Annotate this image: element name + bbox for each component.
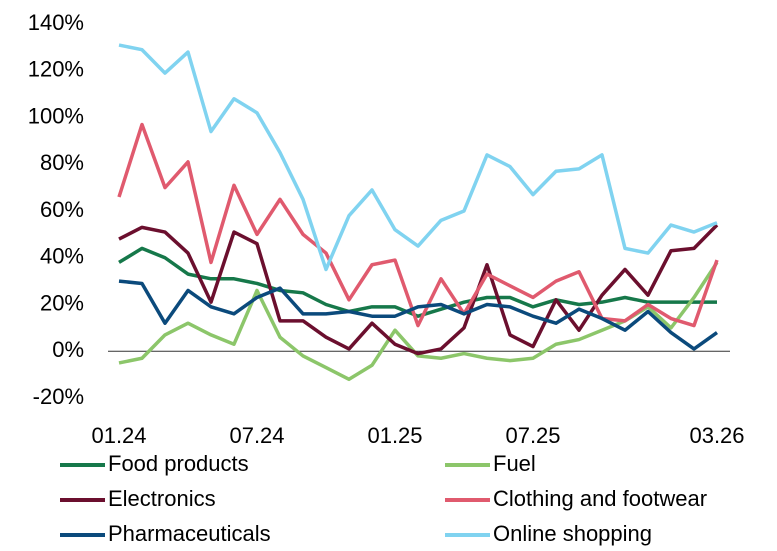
y-tick-label: 140% [28, 10, 84, 35]
y-tick-label: 20% [40, 290, 84, 315]
series-line [118, 223, 719, 356]
series-line [118, 261, 719, 382]
y-tick-label: 100% [28, 103, 84, 128]
legend-label: Clothing and footwear [493, 486, 707, 511]
x-tick-label: 07.25 [505, 423, 560, 448]
legend-label: Food products [108, 451, 249, 476]
legend-label: Pharmaceuticals [108, 521, 271, 546]
x-tick-label: 01.25 [367, 423, 422, 448]
series-line [117, 122, 719, 328]
series-line [118, 279, 719, 351]
y-tick-label: 120% [28, 57, 84, 82]
x-tick-label: 07.24 [229, 423, 284, 448]
legend-label: Online shopping [493, 521, 652, 546]
x-tick-label: 03.26 [689, 423, 744, 448]
y-tick-label: 60% [40, 197, 84, 222]
series-line [118, 43, 718, 272]
y-tick-label: 80% [40, 150, 84, 175]
y-tick-label: -20% [33, 384, 84, 409]
legend-label: Fuel [493, 451, 536, 476]
y-tick-label: 40% [40, 244, 84, 269]
y-tick-label: 0% [52, 337, 84, 362]
x-tick-label: 01.24 [91, 423, 146, 448]
legend-label: Electronics [108, 486, 216, 511]
